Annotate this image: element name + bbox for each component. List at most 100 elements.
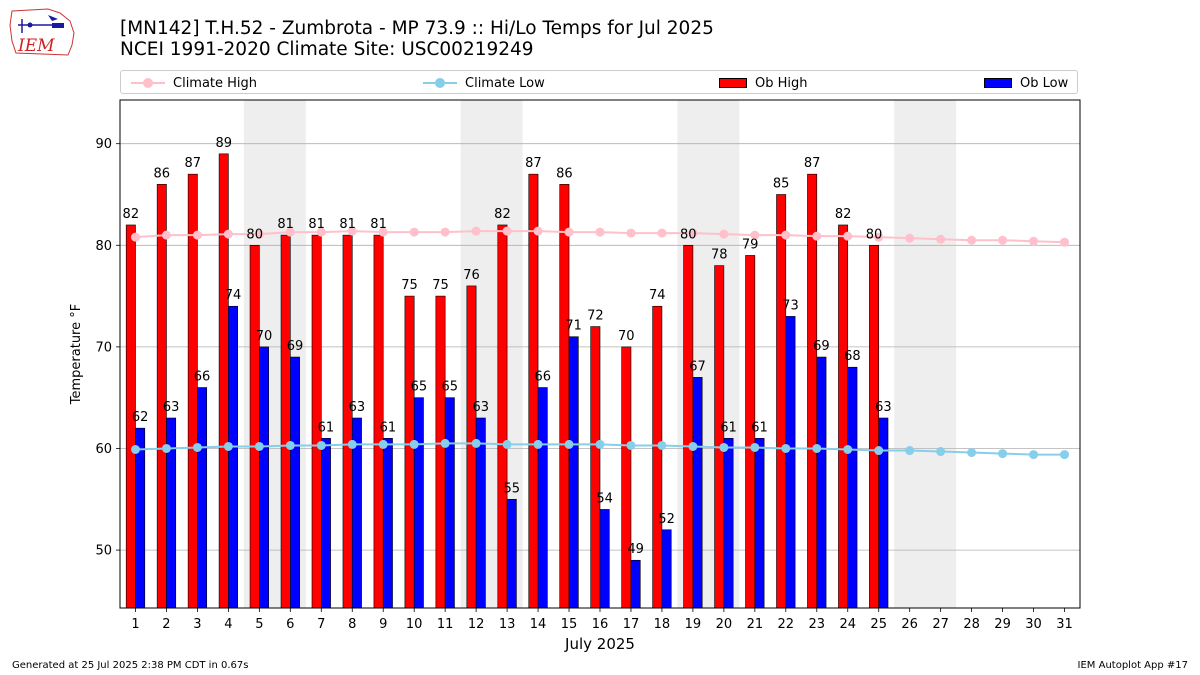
logo-text: IEM	[17, 36, 55, 56]
ob-low-label-day-6: 69	[287, 339, 304, 354]
climate-high-point-day-29	[998, 235, 1008, 245]
climate-low-point-day-19	[688, 441, 698, 451]
climate-low-point-day-15	[564, 439, 574, 449]
ob-high-label-day-15: 86	[556, 166, 573, 181]
climate-high-point-day-16	[595, 227, 605, 237]
y-tick-label-70: 70	[95, 340, 112, 355]
x-tick-label-29: 29	[994, 617, 1011, 632]
x-tick-label-25: 25	[870, 617, 887, 632]
ob-low-label-day-8: 63	[349, 400, 366, 415]
ob-high-label-day-24: 82	[835, 207, 852, 222]
ob-high-label-day-5: 80	[246, 227, 263, 242]
climate-low-point-day-23	[812, 443, 822, 453]
ob-low-label-day-11: 65	[442, 380, 459, 395]
ob-high-bar-day-10	[404, 295, 415, 609]
x-tick-label-9: 9	[379, 617, 387, 632]
ob-low-bar-day-18	[661, 529, 672, 609]
climate-high-point-day-6	[285, 227, 295, 237]
ob-low-label-day-18: 52	[658, 512, 675, 527]
x-tick-label-18: 18	[654, 617, 671, 632]
legend-item-ob-high: Ob High	[719, 74, 808, 92]
x-tick-label-10: 10	[406, 617, 423, 632]
ob-low-label-day-19: 67	[689, 359, 706, 374]
ob-low-bar-day-13	[506, 498, 517, 609]
ob-low-bar-day-10	[413, 397, 424, 609]
ob-high-label-day-18: 74	[649, 288, 666, 303]
ob-low-bar-day-15	[568, 336, 579, 609]
ob-high-label-day-3: 87	[184, 156, 201, 171]
climate-low-point-day-25	[874, 446, 884, 456]
climate-low-swatch	[423, 78, 457, 88]
climate-high-point-day-7	[316, 227, 326, 237]
ob-high-label-day-25: 80	[866, 227, 883, 242]
x-tick-label-7: 7	[317, 617, 325, 632]
y-tick-label-90: 90	[95, 137, 112, 152]
x-tick-label-2: 2	[162, 617, 170, 632]
climate-low-point-day-20	[719, 442, 729, 452]
ob-high-label-day-11: 75	[432, 278, 449, 293]
ob-low-label-day-17: 49	[627, 542, 644, 557]
climate-low-point-day-18	[657, 440, 667, 450]
climate-low-point-day-27	[936, 447, 946, 457]
ob-low-bar-day-9	[382, 438, 393, 609]
ob-high-label-day-7: 81	[308, 217, 325, 232]
ob-low-label-day-1: 62	[132, 410, 149, 425]
ob-low-bar-day-4	[228, 305, 238, 609]
climate-low-point-day-30	[1029, 450, 1039, 460]
ob-low-bar-day-19	[692, 377, 703, 609]
climate-low-point-day-29	[998, 449, 1008, 459]
ob-low-bar-day-22	[785, 316, 796, 609]
climate-low-point-day-31	[1060, 450, 1070, 460]
climate-low-point-day-7	[316, 440, 326, 450]
ob-high-label-day-20: 78	[711, 248, 728, 263]
ob-high-label-day-23: 87	[804, 156, 821, 171]
climate-high-point-day-9	[378, 227, 388, 237]
ob-high-bar-day-15	[559, 184, 570, 609]
ob-high-label-day-8: 81	[339, 217, 356, 232]
ob-low-bar-day-6	[290, 356, 300, 609]
ob-high-bar-day-6	[280, 234, 291, 609]
ob-high-bar-day-17	[621, 346, 632, 609]
climate-high-point-day-27	[936, 234, 946, 244]
climate-low-point-day-8	[347, 439, 357, 449]
climate-low-point-day-28	[967, 448, 977, 458]
ob-high-label-day-12: 76	[463, 268, 480, 283]
legend-label-climate-low: Climate Low	[465, 75, 545, 91]
legend-label-ob-high: Ob High	[755, 75, 808, 91]
climate-high-point-day-23	[812, 231, 822, 241]
y-tick-label-50: 50	[95, 544, 112, 559]
climate-low-point-day-3	[192, 442, 202, 452]
footer-app-id: IEM Autoplot App #17	[1077, 660, 1188, 671]
ob-low-label-day-4: 74	[225, 288, 242, 303]
climate-low-point-day-12	[471, 438, 481, 448]
ob-high-bar-day-14	[528, 173, 539, 609]
climate-high-point-day-15	[564, 227, 574, 237]
climate-high-point-day-20	[719, 229, 729, 239]
x-tick-label-31: 31	[1056, 617, 1073, 632]
climate-high-point-day-31	[1060, 237, 1070, 247]
ob-high-bar-day-2	[156, 184, 167, 609]
x-tick-label-30: 30	[1025, 617, 1042, 632]
ob-high-label-day-6: 81	[277, 217, 294, 232]
ob-high-label-day-21: 79	[742, 237, 759, 252]
climate-high-point-day-24	[843, 231, 853, 241]
ob-low-label-day-2: 63	[163, 400, 180, 415]
climate-high-point-day-3	[192, 230, 202, 240]
x-tick-label-16: 16	[592, 617, 609, 632]
ob-low-bar-day-11	[444, 397, 455, 609]
ob-high-label-day-14: 87	[525, 156, 542, 171]
ob-low-bar-day-20	[723, 438, 734, 609]
ob-high-bar-day-16	[590, 326, 601, 609]
ob-high-bar-day-25	[869, 244, 880, 609]
y-tick-label-60: 60	[95, 442, 112, 457]
x-tick-label-11: 11	[437, 617, 454, 632]
legend-item-climate-low: Climate Low	[423, 74, 545, 92]
climate-high-point-day-17	[626, 228, 636, 238]
ob-high-bar-day-20	[714, 265, 725, 609]
ob-high-bar-day-11	[435, 295, 446, 609]
y-tick-label-80: 80	[95, 239, 112, 254]
legend-label-climate-high: Climate High	[173, 75, 258, 91]
x-tick-label-22: 22	[778, 617, 795, 632]
x-tick-label-1: 1	[131, 617, 139, 632]
x-tick-label-20: 20	[716, 617, 733, 632]
